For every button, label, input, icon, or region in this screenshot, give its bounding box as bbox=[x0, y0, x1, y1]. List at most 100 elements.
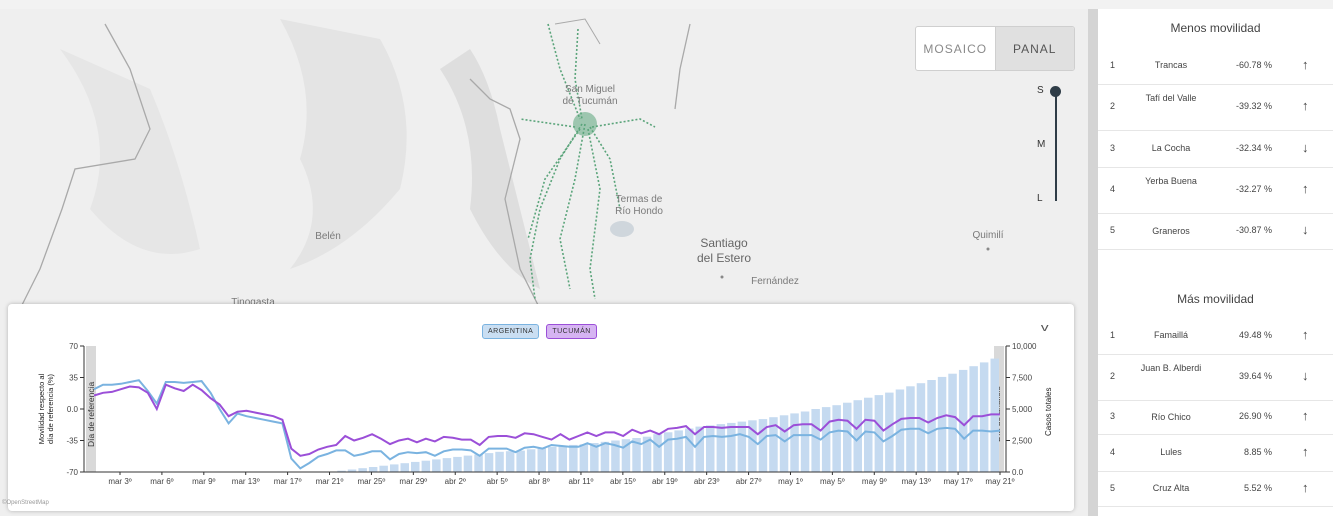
ranking-row[interactable]: 5 Cruz Alta 5.52 % ↑ bbox=[1098, 471, 1333, 507]
cases-bar bbox=[621, 439, 631, 472]
arrow-down-icon: ↓ bbox=[1302, 139, 1309, 155]
mobility-value: 49.48 % bbox=[1238, 329, 1272, 340]
cases-bar bbox=[727, 422, 736, 472]
cases-bar bbox=[368, 467, 378, 472]
place-name: Cruz Alta bbox=[1152, 483, 1190, 493]
map-canvas bbox=[19, 18, 990, 310]
cases-bar bbox=[864, 397, 873, 472]
x-tick-label: may 17º bbox=[944, 477, 973, 486]
arrow-up-icon: ↑ bbox=[1302, 98, 1309, 113]
rank-number: 2 bbox=[1110, 371, 1116, 381]
place-name: Juan B. Alberdi bbox=[1140, 363, 1202, 373]
rank-number: 3 bbox=[1110, 142, 1116, 153]
ranking-row[interactable]: 5 Graneros -30.87 % ↓ bbox=[1098, 213, 1333, 250]
map-label-santiago: Santiago del Estero bbox=[686, 236, 762, 266]
slider-label-s: S bbox=[1037, 85, 1044, 96]
x-tick-label: abr 23º bbox=[694, 477, 720, 486]
ranking-row[interactable]: 1 Famaillá 49.48 % ↑ bbox=[1098, 317, 1333, 355]
slider-track[interactable] bbox=[1055, 91, 1057, 201]
cases-bar bbox=[421, 460, 431, 472]
place-name: Graneros bbox=[1152, 225, 1190, 236]
cases-bar bbox=[453, 456, 462, 472]
mobility-value: 26.90 % bbox=[1238, 411, 1272, 421]
cases-bar bbox=[790, 413, 799, 472]
cases-bar bbox=[716, 424, 726, 472]
chart-legend: ARGENTINA TUCUMÁN bbox=[482, 324, 597, 339]
cases-bar bbox=[832, 405, 841, 472]
cases-bar bbox=[590, 443, 599, 472]
panel-button[interactable]: PANAL bbox=[994, 27, 1074, 70]
panel-divider[interactable] bbox=[1088, 9, 1098, 516]
cases-bar bbox=[969, 366, 978, 472]
legend-argentina[interactable]: ARGENTINA bbox=[482, 324, 540, 339]
map-label-fernandez: Fernández bbox=[751, 276, 799, 287]
ranking-row[interactable]: 3 La Cocha -32.34 % ↓ bbox=[1098, 130, 1333, 168]
cases-bar bbox=[695, 426, 704, 472]
ranking-row[interactable]: 2 Juan B. Alberdi 39.64 % ↓ bbox=[1098, 354, 1333, 401]
x-tick-label: may 9º bbox=[862, 477, 887, 486]
x-tick-label: abr 15º bbox=[610, 477, 636, 486]
map-label-tinogasta: Tinogasta bbox=[231, 297, 275, 308]
arrow-up-icon: ↑ bbox=[1302, 56, 1309, 72]
place-name: Río Chico bbox=[1151, 411, 1191, 422]
x-tick-label: abr 11º bbox=[568, 477, 593, 486]
cases-bar bbox=[358, 468, 367, 472]
cases-bar bbox=[769, 417, 778, 472]
x-tick-label: mar 13º bbox=[232, 477, 260, 486]
arrow-down-icon: ↓ bbox=[1302, 368, 1309, 383]
slider-handle[interactable] bbox=[1050, 86, 1061, 97]
cases-bar bbox=[632, 438, 641, 472]
ranking-row[interactable]: 1 Trancas -60.78 % ↑ bbox=[1098, 47, 1333, 85]
cases-bar bbox=[779, 415, 789, 472]
ranking-panel: Menos movilidad 1 Trancas -60.78 % ↑ 2 Tafí d… bbox=[1098, 9, 1333, 516]
map-attribution: ©OpenStreetMap bbox=[2, 500, 49, 506]
cases-bar bbox=[674, 430, 683, 472]
x-tick-label: mar 6º bbox=[150, 477, 173, 486]
map-label-line: del Estero bbox=[696, 251, 752, 265]
cases-bar bbox=[685, 428, 694, 472]
x-tick-label: mar 25º bbox=[358, 477, 386, 486]
rank-number: 3 bbox=[1110, 411, 1116, 421]
arrow-up-icon: ↑ bbox=[1302, 443, 1309, 459]
y2-axis-title: Casos totales bbox=[1044, 388, 1053, 436]
place-name: Tafí del Valle bbox=[1145, 93, 1197, 103]
ranking-row[interactable]: 4 Lules 8.85 % ↑ bbox=[1098, 434, 1333, 472]
cases-bar bbox=[843, 402, 852, 472]
x-tick-label: may 1º bbox=[778, 477, 803, 486]
size-slider[interactable]: S M L bbox=[1030, 82, 1070, 207]
cases-bar bbox=[526, 449, 536, 472]
cases-bar bbox=[432, 459, 441, 472]
rank-number: 2 bbox=[1110, 101, 1116, 111]
y-tick-label: 0.0 bbox=[67, 405, 79, 414]
y-tick-label: -35 bbox=[66, 437, 78, 446]
cases-bar bbox=[337, 470, 346, 472]
mobility-value: 8.85 % bbox=[1243, 446, 1272, 457]
x-tick-label: abr 5º bbox=[487, 477, 508, 486]
mobility-value: 5.52 % bbox=[1243, 482, 1272, 493]
rank-number: 5 bbox=[1110, 225, 1116, 235]
place-name: Lules bbox=[1160, 447, 1182, 457]
ranking-row[interactable]: 3 Río Chico 26.90 % ↑ bbox=[1098, 400, 1333, 435]
view-toggle: MOSAICO PANAL bbox=[915, 26, 1075, 71]
x-tick-label: may 13º bbox=[902, 477, 931, 486]
legend-tucuman[interactable]: TUCUMÁN bbox=[546, 324, 597, 339]
cases-bar bbox=[653, 434, 662, 472]
arrow-up-icon: ↑ bbox=[1302, 479, 1309, 495]
mobility-value: -30.87 % bbox=[1235, 225, 1272, 235]
collapse-chevron-icon[interactable]: v bbox=[1040, 322, 1049, 334]
cases-bar bbox=[916, 383, 926, 472]
x-tick-label: abr 19º bbox=[652, 477, 678, 486]
cases-bar bbox=[885, 392, 894, 472]
slider-label-l: L bbox=[1037, 193, 1043, 204]
mobility-chart: Día de referenciaDía de análisis70350.0-… bbox=[37, 342, 1053, 486]
ranking-row[interactable]: 2 Tafí del Valle -39.32 % ↑ bbox=[1098, 84, 1333, 131]
cases-bar bbox=[948, 373, 957, 472]
reference-day-label: Día de referencia bbox=[86, 382, 96, 447]
x-tick-label: abr 27º bbox=[736, 477, 762, 486]
mobility-value: -39.32 % bbox=[1235, 101, 1272, 111]
cases-bar bbox=[579, 444, 589, 472]
cases-bar bbox=[758, 419, 768, 472]
ranking-row[interactable]: 4 Yerba Buena -32.27 % ↑ bbox=[1098, 167, 1333, 214]
chart-card: Día de referenciaDía de análisis70350.0-… bbox=[8, 304, 1074, 511]
mosaic-button[interactable]: MOSAICO bbox=[923, 41, 988, 56]
